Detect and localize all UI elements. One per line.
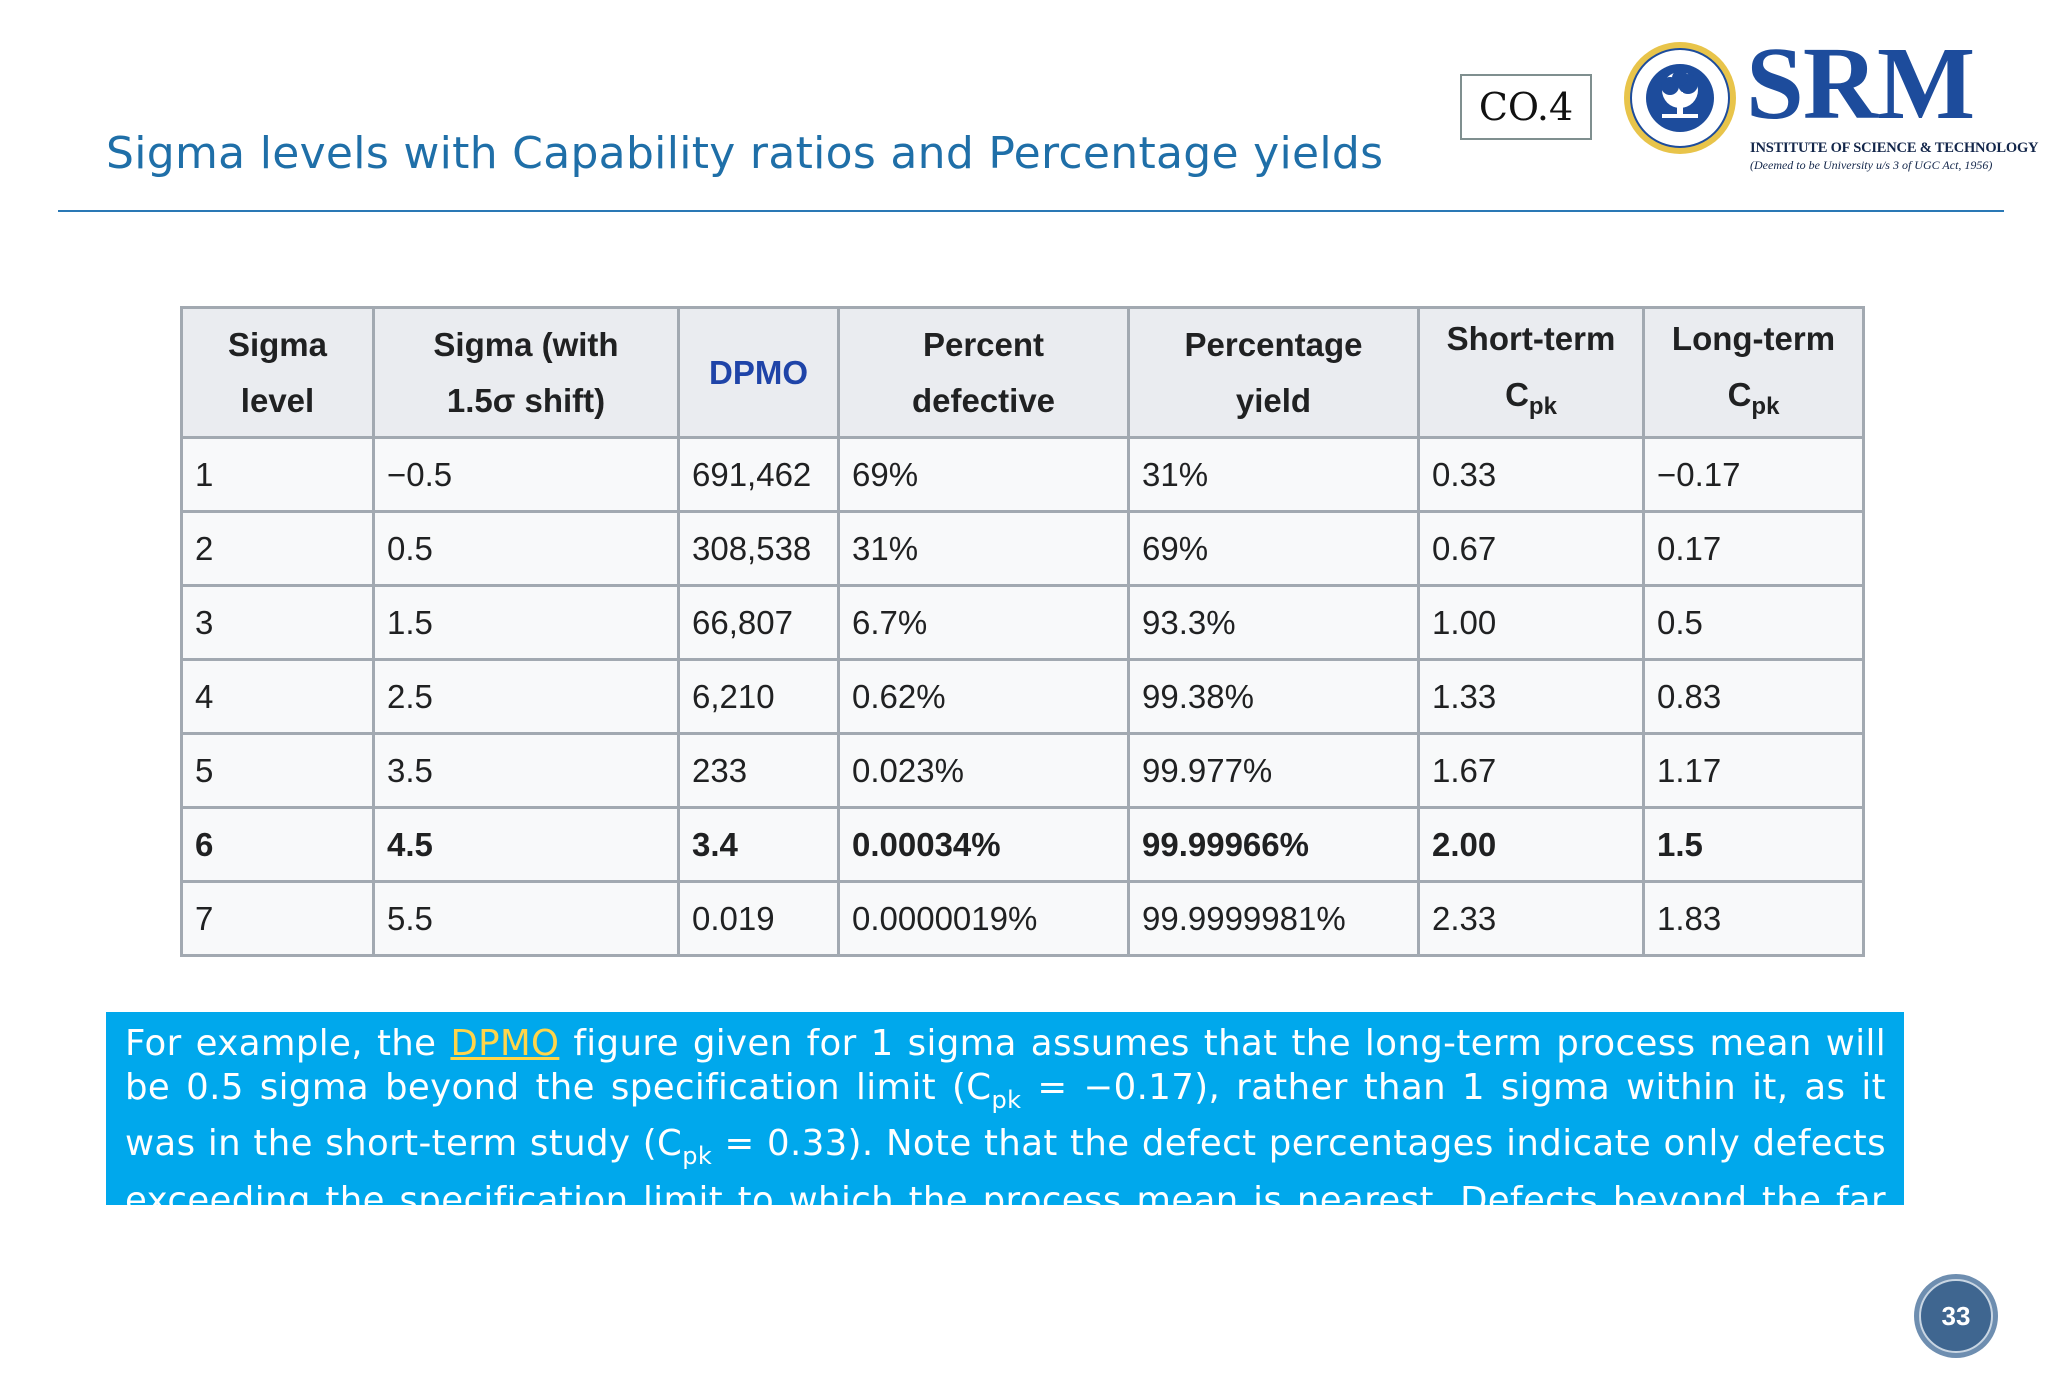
table-header-row: Sigma level Sigma (with 1.5σ shift) DPMO P… [180,306,1865,439]
cell-long-term-cpk: 1.17 [1642,732,1865,809]
table-row: 2 0.5 308,538 31% 69% 0.67 0.17 [180,510,1865,587]
cell-long-term-cpk: 1.83 [1642,880,1865,957]
cell-short-term-cpk: 1.33 [1417,658,1645,735]
cell-percent-defective: 0.023% [837,732,1130,809]
cell-dpmo: 0.019 [677,880,840,957]
cell-long-term-cpk: 0.17 [1642,510,1865,587]
header-sigma-shift: Sigma (with 1.5σ shift) [372,306,680,439]
cell-percentage-yield: 99.38% [1127,658,1420,735]
page-number-badge: 33 [1912,1272,2000,1360]
cell-long-term-cpk: 0.83 [1642,658,1865,735]
cell-short-term-cpk: 2.33 [1417,880,1645,957]
cell-long-term-cpk: −0.17 [1642,436,1865,513]
brand-name: SRM [1746,26,1975,141]
cell-dpmo: 691,462 [677,436,840,513]
cell-sigma-shift: −0.5 [372,436,680,513]
cell-sigma-shift: 3.5 [372,732,680,809]
table-row-highlighted: 6 4.5 3.4 0.00034% 99.99966% 2.00 1.5 [180,806,1865,883]
sigma-levels-table: Sigma level Sigma (with 1.5σ shift) DPMO P… [180,306,1865,957]
cell-percentage-yield: 69% [1127,510,1420,587]
table-row: 5 3.5 233 0.023% 99.977% 1.67 1.17 [180,732,1865,809]
cell-dpmo: 3.4 [677,806,840,883]
table-row: 1 −0.5 691,462 69% 31% 0.33 −0.17 [180,436,1865,513]
cell-percent-defective: 0.00034% [837,806,1130,883]
cell-percentage-yield: 99.977% [1127,732,1420,809]
table-row: 3 1.5 66,807 6.7% 93.3% 1.00 0.5 [180,584,1865,661]
header-percent-defective: Percent defective [837,306,1130,439]
page-number: 33 [1941,1300,1971,1331]
cell-sigma-level: 1 [180,436,375,513]
note-text: For example, the DPMO figure given for 1… [125,1023,1887,1205]
cell-sigma-shift: 0.5 [372,510,680,587]
cell-percent-defective: 31% [837,510,1130,587]
cell-percentage-yield: 99.9999981% [1127,880,1420,957]
srm-logo: SRM INSTITUTE OF SCIENCE & TECHNOLOGY (D… [1622,32,2039,172]
cell-short-term-cpk: 1.67 [1417,732,1645,809]
cell-sigma-level: 3 [180,584,375,661]
cell-sigma-shift: 2.5 [372,658,680,735]
cell-dpmo: 233 [677,732,840,809]
cell-sigma-shift: 5.5 [372,880,680,957]
course-outcome-label: CO.4 [1460,74,1592,140]
cell-dpmo: 66,807 [677,584,840,661]
table-row: 7 5.5 0.019 0.0000019% 99.9999981% 2.33 … [180,880,1865,957]
cell-sigma-level: 4 [180,658,375,735]
cell-long-term-cpk: 0.5 [1642,584,1865,661]
cell-sigma-level: 7 [180,880,375,957]
cell-percent-defective: 0.0000019% [837,880,1130,957]
header-dpmo-link[interactable]: DPMO [677,306,840,439]
slide-title: Sigma levels with Capability ratios and … [106,128,1384,179]
cell-sigma-shift: 1.5 [372,584,680,661]
cell-short-term-cpk: 2.00 [1417,806,1645,883]
header-sigma-level: Sigma level [180,306,375,439]
dpmo-link[interactable]: DPMO [450,1023,560,1064]
cell-short-term-cpk: 0.33 [1417,436,1645,513]
cell-dpmo: 6,210 [677,658,840,735]
cell-short-term-cpk: 0.67 [1417,510,1645,587]
table-row: 4 2.5 6,210 0.62% 99.38% 1.33 0.83 [180,658,1865,735]
cell-percentage-yield: 99.99966% [1127,806,1420,883]
cell-percent-defective: 0.62% [837,658,1130,735]
cell-sigma-level: 6 [180,806,375,883]
cell-short-term-cpk: 1.00 [1417,584,1645,661]
header-short-term-cpk: Short-term Cpk [1417,306,1645,439]
cell-percent-defective: 6.7% [837,584,1130,661]
brand-subtitle: INSTITUTE OF SCIENCE & TECHNOLOGY [1750,140,2039,156]
cell-sigma-level: 2 [180,510,375,587]
explanation-note: For example, the DPMO figure given for 1… [106,1012,1904,1205]
cell-long-term-cpk: 1.5 [1642,806,1865,883]
university-seal-icon [1624,42,1736,154]
cell-sigma-shift: 4.5 [372,806,680,883]
cell-sigma-level: 5 [180,732,375,809]
page-badge-circle-icon [1914,1274,1998,1358]
header-long-term-cpk: Long-term Cpk [1642,306,1865,439]
cell-percentage-yield: 31% [1127,436,1420,513]
brand-tagline: (Deemed to be University u/s 3 of UGC Ac… [1750,158,1993,172]
title-divider [58,210,2004,212]
cell-percentage-yield: 93.3% [1127,584,1420,661]
header-percentage-yield: Percentage yield [1127,306,1420,439]
cell-dpmo: 308,538 [677,510,840,587]
cell-percent-defective: 69% [837,436,1130,513]
